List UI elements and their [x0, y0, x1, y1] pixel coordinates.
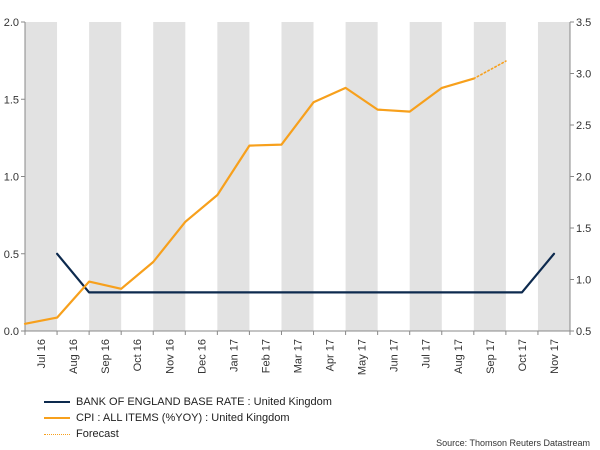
x-tick-label: Feb 17 [260, 339, 272, 373]
month-band [409, 22, 442, 331]
x-tick-label: Mar 17 [293, 339, 305, 373]
forecast-line [473, 60, 507, 80]
axes: 0.0 0.5 1.0 1.5 2.0 0.5 1.0 1.5 2.0 2.5 3.0 3.5 [4, 17, 592, 338]
right-tick-label: 1.0 [576, 275, 591, 287]
x-tick-label: Nov 16 [164, 339, 176, 374]
legend-swatch-base-rate [44, 401, 70, 403]
x-tick-label: Oct 16 [132, 339, 144, 371]
legend-swatch-forecast [44, 433, 70, 435]
month-band [89, 22, 122, 331]
right-tick-label: 2.0 [576, 172, 591, 184]
legend-label-forecast: Forecast [76, 428, 119, 440]
x-tick-label: Jun 17 [389, 339, 401, 372]
legend-item-forecast: Forecast [44, 426, 332, 442]
x-tick-label: Dec 16 [196, 339, 208, 374]
left-tick-label: 0.5 [4, 249, 19, 261]
legend-item-base-rate: BANK OF ENGLAND BASE RATE : United Kingd… [44, 394, 332, 410]
x-tick-label: Oct 17 [517, 339, 529, 371]
month-band [217, 22, 250, 331]
right-tick-label: 0.5 [576, 326, 591, 338]
left-tick-label: 1.0 [4, 172, 19, 184]
month-band [537, 22, 570, 331]
cpi-line [23, 77, 475, 325]
right-tick-label: 2.5 [576, 120, 591, 132]
left-tick-label: 1.5 [4, 94, 19, 106]
month-band [281, 22, 314, 331]
legend-swatch-cpi [44, 417, 70, 419]
month-band [345, 22, 378, 331]
legend: BANK OF ENGLAND BASE RATE : United Kingd… [44, 394, 332, 442]
month-band [473, 22, 506, 331]
series-lines [23, 60, 556, 325]
month-bands [25, 22, 570, 331]
x-tick-label: Jul 17 [421, 339, 433, 368]
left-tick-label: 0.0 [4, 326, 19, 338]
legend-item-cpi: CPI : ALL ITEMS (%YOY) : United Kingdom [44, 410, 332, 426]
x-tick-label: Nov 17 [549, 339, 561, 374]
right-tick-label: 3.5 [576, 17, 591, 29]
x-tick-label: Apr 17 [325, 339, 337, 371]
month-band [25, 22, 58, 331]
x-tick-label: Sep 17 [485, 339, 497, 374]
x-axis-labels: Jul 16 Aug 16 Sep 16 Oct 16 Nov 16 Dec 16 Jan … [36, 339, 561, 375]
right-tick-label: 3.0 [576, 69, 591, 81]
month-band [153, 22, 186, 331]
source-note: Source: Thomson Reuters Datastream [436, 438, 590, 448]
x-tick-label: Aug 16 [68, 339, 80, 374]
legend-label-base-rate: BANK OF ENGLAND BASE RATE : United Kingd… [76, 396, 332, 408]
x-tick-label: May 17 [357, 339, 369, 375]
right-tick-label: 1.5 [576, 223, 591, 235]
legend-label-cpi: CPI : ALL ITEMS (%YOY) : United Kingdom [76, 412, 290, 424]
left-tick-label: 2.0 [4, 17, 19, 29]
x-tick-label: Sep 16 [100, 339, 112, 374]
base-rate-line [56, 252, 556, 294]
x-tick-label: Aug 17 [453, 339, 465, 374]
x-tick-label: Jul 16 [36, 339, 48, 368]
x-tick-label: Jan 17 [228, 339, 240, 372]
